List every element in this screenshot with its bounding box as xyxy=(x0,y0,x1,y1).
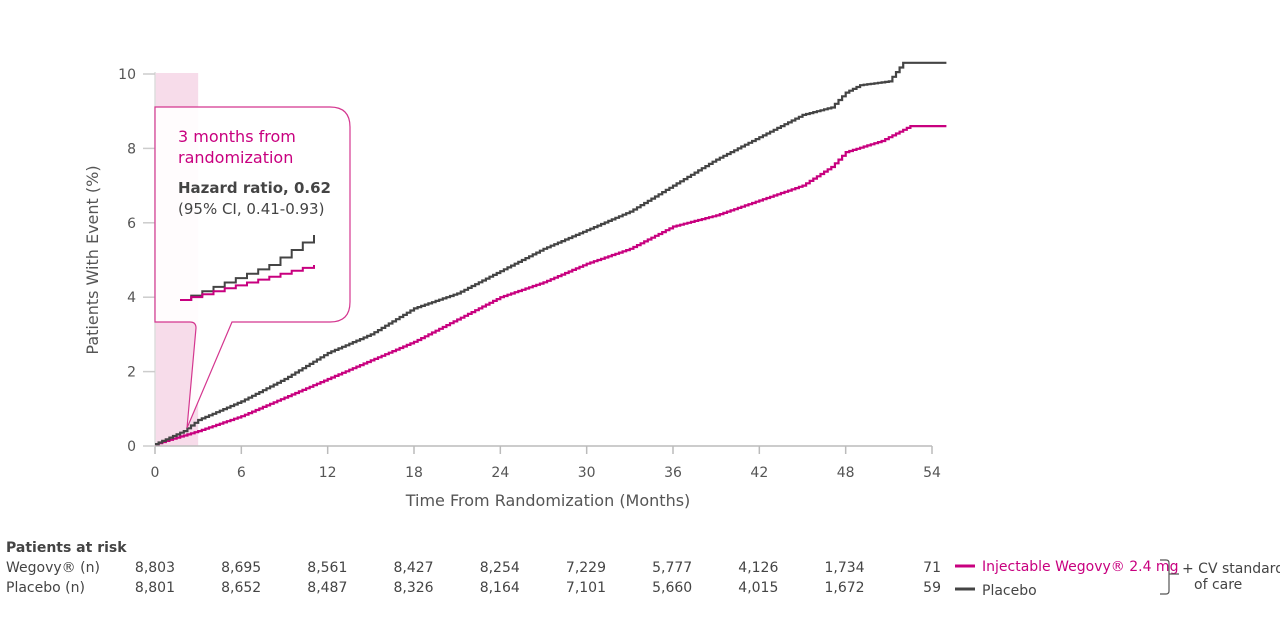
risk-table-cell: 71 xyxy=(923,560,941,576)
placebo-curve xyxy=(155,61,947,446)
x-tick-label: 18 xyxy=(405,465,423,481)
risk-table-cell: 5,660 xyxy=(652,580,692,596)
legend-group-line2: of care xyxy=(1194,577,1242,593)
x-tick-label: 30 xyxy=(578,465,596,481)
x-tick-label: 6 xyxy=(237,465,246,481)
x-tick-label: 24 xyxy=(491,465,509,481)
confidence-interval: (95% CI, 0.41-0.93) xyxy=(178,200,324,218)
risk-table-cell: 8,695 xyxy=(221,560,261,576)
callout-title-line1: 3 months from xyxy=(178,127,296,146)
risk-table-cell: 4,015 xyxy=(738,580,778,596)
risk-table-cell: 8,326 xyxy=(394,580,434,596)
risk-table-cell: 8,803 xyxy=(135,560,175,576)
risk-table-cell: 7,101 xyxy=(566,580,606,596)
inset-placebo-curve xyxy=(180,235,315,301)
x-tick-label: 54 xyxy=(923,465,941,481)
x-tick-label: 0 xyxy=(151,465,160,481)
risk-table-cell: 8,652 xyxy=(221,580,261,596)
risk-table-cell: 8,164 xyxy=(480,580,520,596)
risk-table-cell: 1,672 xyxy=(825,580,865,596)
risk-table-cell: 8,561 xyxy=(307,560,347,576)
x-tick-label: 48 xyxy=(837,465,855,481)
callout-title-line2: randomization xyxy=(178,148,293,167)
y-tick-label: 4 xyxy=(127,290,136,306)
risk-table-cell: 4,126 xyxy=(738,560,778,576)
legend-group-line1: + CV standard xyxy=(1182,561,1280,577)
y-tick-label: 2 xyxy=(127,365,136,381)
risk-table-cell: 1,734 xyxy=(825,560,865,576)
risk-table-cell: 8,254 xyxy=(480,560,520,576)
y-tick-label: 8 xyxy=(127,141,136,157)
x-tick-label: 12 xyxy=(319,465,337,481)
wegovy-curve xyxy=(155,125,947,446)
legend-label-placebo: Placebo xyxy=(982,583,1037,599)
y-tick-label: 6 xyxy=(127,216,136,232)
risk-table-cell: 8,487 xyxy=(307,580,347,596)
x-tick-label: 36 xyxy=(664,465,682,481)
risk-table-cell: 8,427 xyxy=(394,560,434,576)
risk-table-cell: 8,801 xyxy=(135,580,175,596)
y-tick-label: 10 xyxy=(118,67,136,83)
risk-table-title: Patients at risk xyxy=(6,540,127,556)
x-tick-label: 42 xyxy=(750,465,768,481)
risk-table-cell: 5,777 xyxy=(652,560,692,576)
inset-wegovy-curve xyxy=(180,265,315,301)
risk-row-label-placebo: Placebo (n) xyxy=(6,580,85,596)
y-axis-title: Patients With Event (%) xyxy=(83,165,102,354)
y-tick-label: 0 xyxy=(127,439,136,455)
hazard-ratio: Hazard ratio, 0.62 xyxy=(178,179,331,197)
callout-box xyxy=(154,106,351,429)
legend-bracket xyxy=(1160,559,1179,595)
legend-label-wegovy: Injectable Wegovy® 2.4 mg xyxy=(982,559,1178,575)
x-axis-title: Time From Randomization (Months) xyxy=(405,491,691,510)
risk-table-cell: 7,229 xyxy=(566,560,606,576)
risk-row-label-wegovy: Wegovy® (n) xyxy=(6,560,100,576)
risk-table-cell: 59 xyxy=(923,580,941,596)
